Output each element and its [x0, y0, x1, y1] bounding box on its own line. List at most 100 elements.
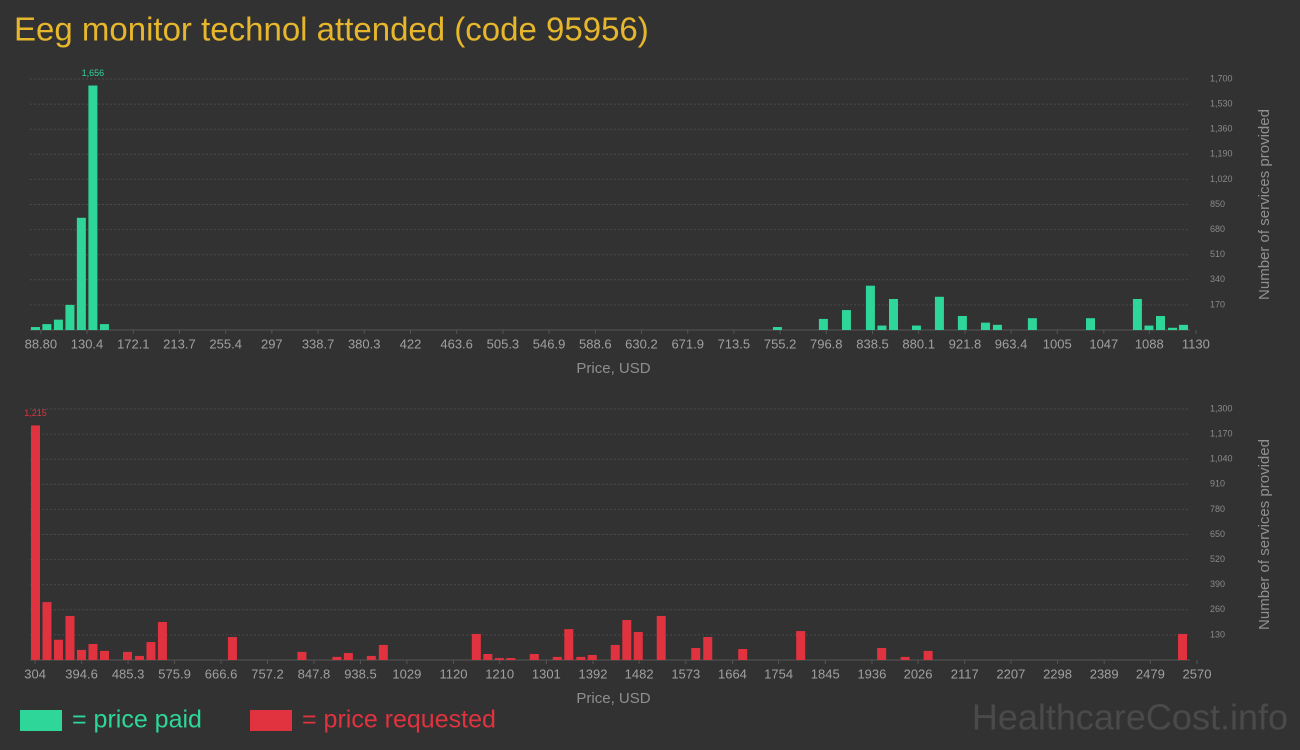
x-tick-label: 463.6 — [440, 336, 473, 351]
bar — [923, 650, 933, 660]
watermark: HealthcareCost.info — [972, 697, 1288, 738]
x-tick-label: 713.5 — [718, 336, 751, 351]
x-tick-label: 847.8 — [298, 666, 331, 681]
y-tick-label: 1,700 — [1210, 73, 1233, 83]
bar — [1178, 633, 1188, 660]
bar — [576, 656, 586, 660]
x-tick-label: 1754 — [764, 666, 793, 681]
bar — [772, 327, 782, 330]
bar — [877, 325, 887, 330]
y-tick-label: 1,040 — [1210, 454, 1233, 464]
x-tick-label: 1047 — [1089, 336, 1118, 351]
x-tick-label: 394.6 — [65, 666, 98, 681]
y-tick-label: 520 — [1210, 554, 1225, 564]
x-tick-label: 838.5 — [856, 336, 889, 351]
y-tick-label: 1,190 — [1210, 149, 1233, 159]
bar — [529, 654, 539, 660]
x-tick-label: 755.2 — [764, 336, 797, 351]
bar — [30, 327, 40, 330]
bar — [818, 318, 828, 330]
y-tick-label: 1,360 — [1210, 124, 1233, 134]
bar — [65, 615, 75, 660]
x-tick-label: 485.3 — [112, 666, 145, 681]
x-tick-label: 505.3 — [487, 336, 520, 351]
y-tick-label: 130 — [1210, 629, 1225, 639]
x-tick-label: 1392 — [579, 666, 608, 681]
bar — [865, 285, 875, 330]
y-tick-label: 1,300 — [1210, 403, 1233, 413]
x-tick-label: 2479 — [1136, 666, 1165, 681]
bar — [934, 296, 944, 330]
bar — [841, 310, 851, 330]
x-tick-label: 546.9 — [533, 336, 566, 351]
bar — [99, 324, 109, 330]
x-tick-label: 1301 — [532, 666, 561, 681]
bar — [877, 648, 887, 660]
x-tick-label: 963.4 — [995, 336, 1028, 351]
bar — [703, 637, 713, 660]
x-tick-label: 921.8 — [949, 336, 982, 351]
y-tick-label: 510 — [1210, 249, 1225, 259]
y-tick-label: 910 — [1210, 479, 1225, 489]
bar — [1027, 318, 1037, 330]
bar — [297, 651, 307, 660]
x-tick-label: 1845 — [811, 666, 840, 681]
x-tick-label: 2117 — [951, 666, 979, 681]
bar — [1156, 315, 1166, 330]
x-tick-label: 796.8 — [810, 336, 843, 351]
x-tick-label: 1573 — [671, 666, 700, 681]
x-tick-label: 297 — [261, 336, 283, 351]
bar — [227, 637, 237, 660]
y-tick-label: 650 — [1210, 529, 1225, 539]
x-tick-label: 1088 — [1135, 336, 1164, 351]
bar — [796, 631, 806, 660]
x-tick-label: 304 — [24, 666, 46, 681]
bar — [122, 651, 132, 660]
x-tick-label: 757.2 — [251, 666, 284, 681]
value-label: 1,656 — [82, 68, 105, 78]
y-axis-title: Number of services provided — [1256, 439, 1273, 630]
bar — [146, 642, 156, 660]
x-tick-label: 938.5 — [344, 666, 377, 681]
bar — [483, 654, 493, 660]
legend-swatch — [250, 710, 292, 731]
x-tick-label: 2389 — [1090, 666, 1119, 681]
y-tick-label: 850 — [1210, 199, 1225, 209]
bar — [691, 648, 701, 660]
x-tick-label: 1664 — [718, 666, 747, 681]
bar — [76, 217, 86, 330]
x-tick-label: 338.7 — [302, 336, 335, 351]
bar — [378, 644, 388, 660]
x-tick-label: 213.7 — [163, 336, 196, 351]
x-tick-label: 1482 — [625, 666, 654, 681]
x-tick-label: 1120 — [440, 666, 468, 681]
y-tick-label: 780 — [1210, 504, 1225, 514]
x-tick-label: 880.1 — [902, 336, 935, 351]
bar — [564, 629, 574, 660]
value-label: 1,215 — [24, 408, 47, 418]
bar — [99, 650, 109, 660]
legend-label: = price requested — [302, 706, 496, 734]
x-tick-label: 380.3 — [348, 336, 381, 351]
bar — [1132, 298, 1142, 330]
bar — [76, 649, 86, 660]
bar — [980, 322, 990, 330]
bar — [911, 325, 921, 330]
x-tick-label: 255.4 — [209, 336, 242, 351]
bar — [552, 656, 562, 660]
bar — [656, 615, 666, 660]
bar — [957, 315, 967, 330]
bar — [1144, 325, 1154, 330]
bar — [88, 643, 98, 660]
page-title: Eeg monitor technol attended (code 95956… — [14, 11, 649, 48]
y-axis-title: Number of services provided — [1256, 109, 1273, 300]
x-axis-title: Price, USD — [576, 690, 650, 707]
x-tick-label: 588.6 — [579, 336, 612, 351]
bar — [1086, 318, 1096, 330]
bar — [134, 655, 144, 660]
y-tick-label: 260 — [1210, 604, 1225, 614]
x-tick-label: 1130 — [1182, 336, 1210, 351]
bar — [65, 304, 75, 330]
